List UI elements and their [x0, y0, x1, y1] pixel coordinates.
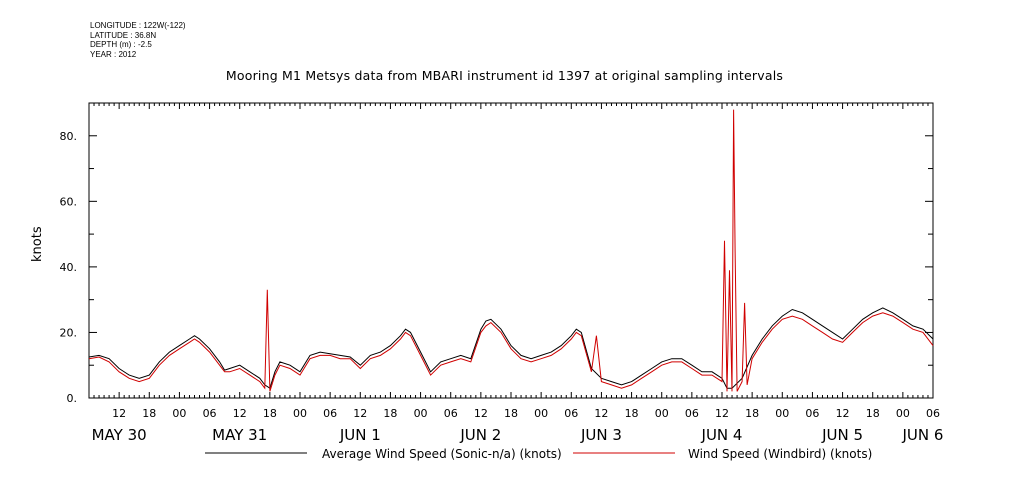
y-tick-label: 80. — [60, 130, 78, 143]
x-hour-label: 18 — [866, 407, 880, 420]
x-day-label: JUN 3 — [580, 426, 622, 444]
x-day-label: JUN 6 — [901, 426, 943, 444]
x-hour-label: 18 — [504, 407, 518, 420]
x-hour-label: 06 — [685, 407, 699, 420]
y-tick-label: 0. — [67, 392, 78, 405]
legend-label: Average Wind Speed (Sonic-n/a) (knots) — [322, 447, 562, 461]
x-hour-label: 18 — [383, 407, 397, 420]
x-hour-label: 00 — [655, 407, 669, 420]
x-day-label: MAY 30 — [92, 426, 147, 444]
series-line-sonic — [88, 307, 934, 389]
x-hour-label: 06 — [323, 407, 337, 420]
x-hour-label: 00 — [896, 407, 910, 420]
x-hour-label: 18 — [625, 407, 639, 420]
x-hour-label: 00 — [775, 407, 789, 420]
x-hour-label: 06 — [203, 407, 217, 420]
y-tick-label: 40. — [60, 261, 78, 274]
y-tick-label: 20. — [60, 326, 78, 339]
depth-text: DEPTH (m) : -2.5 — [90, 40, 152, 49]
plot-frame — [88, 102, 934, 399]
x-hour-label: 12 — [353, 407, 367, 420]
x-day-label: JUN 1 — [339, 426, 381, 444]
x-hour-label: 06 — [444, 407, 458, 420]
x-hour-label: 12 — [474, 407, 488, 420]
x-hour-label: 12 — [715, 407, 729, 420]
x-hour-label: 00 — [293, 407, 307, 420]
x-hour-label: 00 — [172, 407, 186, 420]
y-tick-label: 60. — [60, 195, 78, 208]
x-hour-label: 18 — [745, 407, 759, 420]
x-hour-label: 12 — [836, 407, 850, 420]
x-hour-label: 18 — [142, 407, 156, 420]
x-hour-label: 18 — [263, 407, 277, 420]
year-text: YEAR : 2012 — [90, 49, 137, 59]
x-hour-label: 06 — [805, 407, 819, 420]
x-hour-label: 00 — [534, 407, 548, 420]
longitude-text: LONGITUDE : 122W(-122) — [90, 21, 186, 30]
x-day-label: JUN 2 — [459, 426, 501, 444]
x-day-label: JUN 5 — [821, 426, 863, 444]
x-hour-label: 12 — [112, 407, 126, 420]
latitude-text: LATITUDE : 36.8N — [90, 30, 157, 40]
legend-label: Wind Speed (Windbird) (knots) — [688, 447, 872, 461]
x-day-label: MAY 31 — [212, 426, 267, 444]
x-hour-label: 06 — [926, 407, 940, 420]
metadata-block: LONGITUDE : 122W(-122) LATITUDE : 36.8N … — [90, 21, 186, 59]
x-hour-label: 06 — [564, 407, 578, 420]
chart-title: Mooring M1 Metsys data from MBARI instru… — [225, 68, 784, 83]
x-day-label: JUN 4 — [701, 426, 743, 444]
x-hour-label: 12 — [233, 407, 247, 420]
x-hour-label: 00 — [414, 407, 428, 420]
series-line-windbird — [88, 109, 934, 392]
x-hour-label: 12 — [594, 407, 608, 420]
